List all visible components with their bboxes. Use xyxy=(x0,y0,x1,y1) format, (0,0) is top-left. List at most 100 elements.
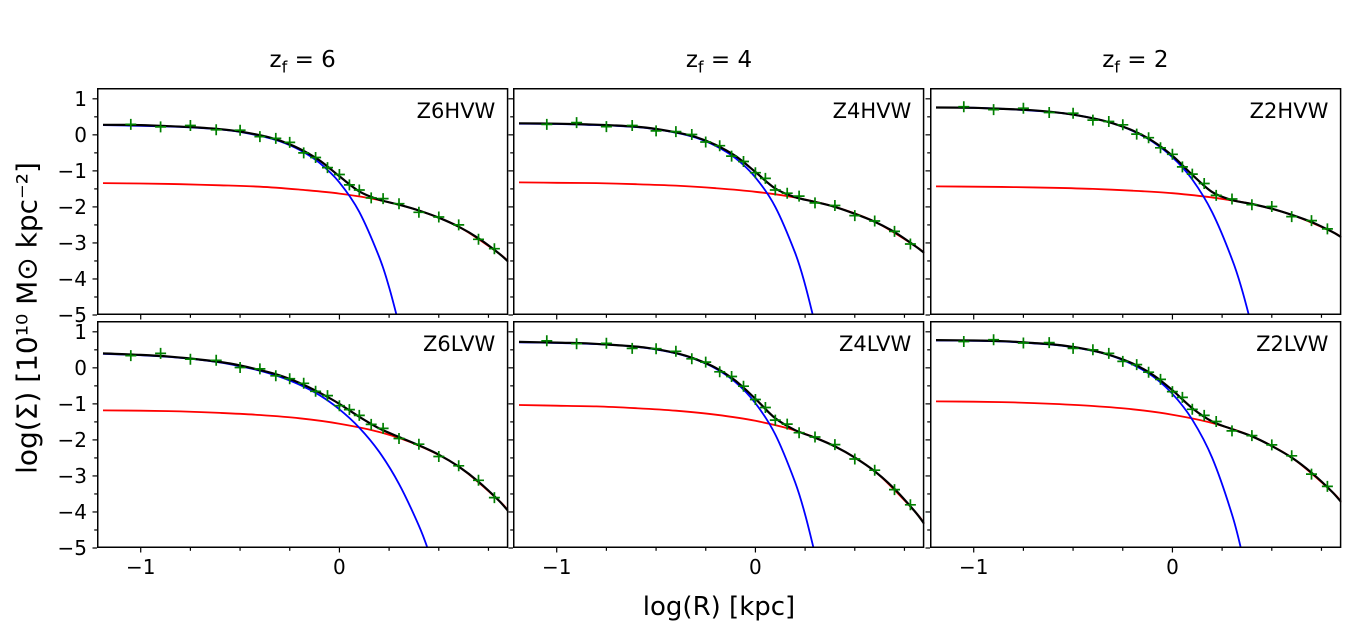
data-point-marker xyxy=(670,345,682,357)
y-tick-label: −1 xyxy=(58,392,87,416)
zf4-value: = 4 xyxy=(703,47,753,73)
data-point-marker xyxy=(393,198,405,210)
data-point-marker xyxy=(905,238,917,250)
data-point-marker xyxy=(1087,114,1099,126)
data-point-marker xyxy=(353,184,365,196)
data-point-marker xyxy=(155,347,167,359)
data-point-marker xyxy=(809,431,821,443)
data-point-marker xyxy=(957,336,969,347)
x-tick-label: −1 xyxy=(959,555,988,579)
total-curve xyxy=(102,123,509,263)
panel-z4lvw: −1 0 Z4LVW xyxy=(508,321,925,579)
zf2-sub: f xyxy=(1114,57,1120,77)
zf4-base: z xyxy=(685,47,698,73)
data-point-marker xyxy=(541,335,553,347)
data-point-marker xyxy=(1116,119,1128,131)
data-point-marker xyxy=(353,409,365,421)
data-point-marker xyxy=(1321,480,1333,492)
zf4-sub: f xyxy=(697,57,704,77)
y-tick-label: −5 xyxy=(58,303,87,327)
data-point-marker xyxy=(670,126,682,138)
data-point-marker xyxy=(714,140,726,152)
data-point-marker xyxy=(770,414,782,426)
data-point-marker xyxy=(1017,337,1029,349)
series-group xyxy=(102,118,509,315)
data-point-marker xyxy=(738,380,750,392)
panel-z4hvw: Z4HVW xyxy=(508,88,925,320)
panel-run-label: Z6LVW xyxy=(423,332,496,356)
series-group xyxy=(935,334,1341,548)
data-point-marker xyxy=(686,353,698,365)
data-point-marker xyxy=(793,190,805,202)
plot-border xyxy=(513,88,925,315)
axis-ticks xyxy=(92,98,490,320)
y-axis-label: log(Σ) [10¹⁰ M⊙ kpc⁻²] xyxy=(10,162,44,474)
data-point-marker xyxy=(254,363,266,375)
data-point-marker xyxy=(793,427,805,439)
data-point-marker xyxy=(343,404,355,416)
data-points xyxy=(125,347,500,504)
data-point-marker xyxy=(1087,344,1099,356)
data-point-marker xyxy=(254,131,266,143)
data-point-marker xyxy=(433,451,445,462)
data-point-marker xyxy=(650,125,662,137)
zf2-base: z xyxy=(1102,47,1115,73)
data-point-marker xyxy=(377,422,389,434)
axis-ticks xyxy=(508,331,906,553)
data-point-marker xyxy=(849,210,861,222)
plot-border xyxy=(929,321,1341,548)
column-title-zf2: zf = 2 xyxy=(930,47,1341,77)
column-titles-row: zf = 6 zf = 4 zf = 2 xyxy=(97,47,1341,77)
data-points xyxy=(957,334,1333,492)
plot-border xyxy=(929,88,1341,315)
data-point-marker xyxy=(1116,355,1128,367)
data-point-marker xyxy=(987,104,999,116)
data-point-marker xyxy=(1265,439,1277,451)
data-point-marker xyxy=(869,464,881,476)
data-point-marker xyxy=(1142,366,1154,378)
axis-ticks xyxy=(92,331,490,553)
zf2-value: = 2 xyxy=(1119,47,1169,73)
data-point-marker xyxy=(1321,223,1333,235)
data-point-marker xyxy=(310,152,322,163)
panel-run-label: Z6HVW xyxy=(417,99,496,123)
data-point-marker xyxy=(473,474,484,486)
data-point-marker xyxy=(298,147,310,159)
bulge-curve xyxy=(519,122,815,315)
data-point-marker xyxy=(1265,201,1277,212)
y-tick-label: 1 xyxy=(74,320,87,344)
data-point-marker xyxy=(760,172,772,184)
series-group xyxy=(102,347,509,548)
data-point-marker xyxy=(284,373,296,385)
data-point-marker xyxy=(284,136,296,148)
y-tick-label: −3 xyxy=(58,464,87,488)
zf6-sub: f xyxy=(281,57,288,77)
data-point-marker xyxy=(1226,193,1238,205)
panel-z2lvw: −1 0 Z2LVW xyxy=(925,321,1341,579)
data-point-marker xyxy=(473,233,484,245)
data-point-marker xyxy=(686,129,698,140)
panel-run-label: Z2LVW xyxy=(1256,332,1329,356)
data-point-marker xyxy=(1142,132,1154,144)
y-tick-label: 0 xyxy=(74,123,87,147)
plot-border xyxy=(97,321,509,548)
data-point-marker xyxy=(601,337,613,349)
axis-ticks xyxy=(925,331,1322,553)
data-point-marker xyxy=(377,193,389,205)
plot-border xyxy=(97,88,509,315)
column-title-zf6: zf = 6 xyxy=(97,47,508,77)
panel-z6lvw: −1 0 1 0 −1 −2 −3 −4 −5 Z6LVW xyxy=(58,320,509,579)
data-point-marker xyxy=(322,162,333,174)
data-point-marker xyxy=(627,342,639,354)
bulge-curve xyxy=(935,339,1242,548)
data-point-marker xyxy=(488,492,500,504)
data-point-marker xyxy=(1210,189,1222,201)
data-point-marker xyxy=(1067,107,1079,119)
data-point-marker xyxy=(270,132,282,144)
data-point-marker xyxy=(1210,416,1222,427)
data-point-marker xyxy=(1226,425,1238,437)
data-point-marker xyxy=(433,211,445,223)
data-point-marker xyxy=(333,169,345,180)
data-point-marker xyxy=(782,187,794,199)
panel-z6hvw: 1 0 −1 −2 −3 −4 −5 Z6HVW xyxy=(58,87,509,327)
